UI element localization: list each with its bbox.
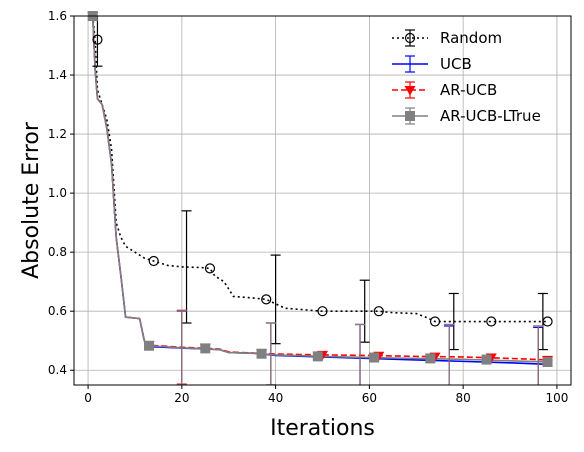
legend-marker-ar-ucb — [404, 86, 416, 96]
marker-ar-ucb-ltrue — [425, 353, 436, 364]
y-tick-label: 1.2 — [48, 127, 67, 141]
marker-random — [429, 316, 441, 327]
series-line-random — [91, 16, 548, 323]
marker-random — [148, 255, 159, 267]
y-tick-label: 1.0 — [48, 186, 67, 200]
y-tick-label: 0.8 — [48, 245, 67, 259]
x-tick-label: 20 — [174, 391, 189, 405]
marker-ar-ucb-ltrue — [144, 340, 155, 351]
y-tick-label: 1.6 — [48, 9, 67, 23]
legend-label-random: Random — [440, 29, 502, 47]
legend-label-ucb: UCB — [440, 55, 472, 73]
marker-ar-ucb-ltrue — [542, 356, 553, 367]
marker-ar-ucb-ltrue — [369, 352, 380, 363]
marker-ar-ucb-ltrue — [256, 348, 267, 359]
x-axis-title: Iterations — [270, 416, 375, 441]
legend-marker-ar-ucb-ltrue — [405, 111, 415, 121]
series-markers — [87, 11, 554, 367]
x-tick-label: 40 — [268, 391, 283, 405]
axis-ticks: 0 20 40 60 80 100 0.4 0.6 0.8 1.0 1.2 1.4 1.6 — [48, 9, 568, 405]
marker-random — [317, 306, 328, 317]
legend-label-ar-ucb: AR-UCB — [440, 81, 497, 99]
y-tick-label: 1.4 — [48, 68, 67, 82]
x-tick-label: 80 — [456, 391, 471, 405]
plot-background — [74, 16, 571, 385]
y-tick-label: 0.6 — [48, 304, 67, 318]
marker-random — [261, 294, 272, 305]
marker-random — [486, 316, 497, 327]
marker-ar-ucb-ltrue — [481, 354, 492, 365]
marker-ar-ucb-ltrue — [312, 351, 323, 362]
legend-label-ar-ucb-ltrue: AR-UCB-LTrue — [440, 107, 541, 125]
legend-marker-random — [404, 32, 416, 44]
marker-random — [542, 316, 553, 327]
marker-ar-ucb-ltrue — [200, 343, 211, 354]
plot-frame — [73, 15, 572, 386]
y-axis-title: Absolute Error — [19, 121, 44, 279]
x-tick-label: 100 — [545, 391, 568, 405]
y-tick-label: 0.4 — [48, 363, 67, 377]
marker-random — [92, 34, 103, 45]
marker-random — [373, 306, 384, 317]
x-tick-label: 0 — [84, 391, 92, 405]
legend: Random UCB AR-UCB AR-UCB-LTrue — [392, 29, 541, 125]
x-tick-label: 60 — [362, 391, 377, 405]
marker-random — [204, 263, 216, 274]
